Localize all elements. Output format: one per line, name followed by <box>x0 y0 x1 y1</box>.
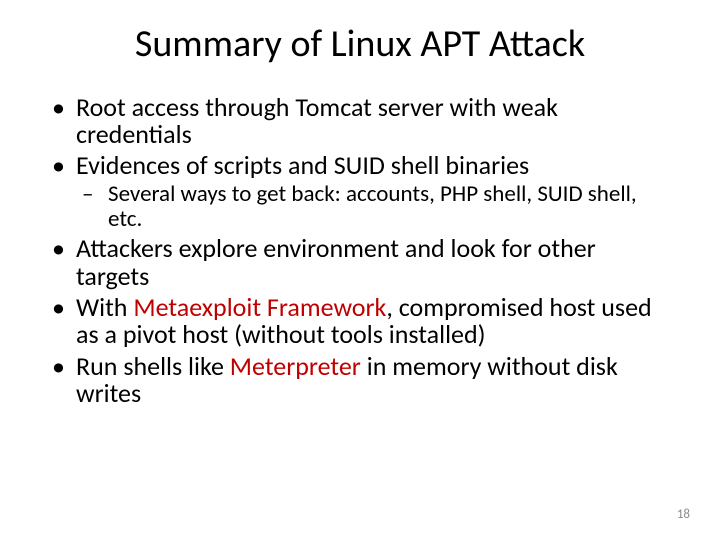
bullet-text-highlight: Meterpreter <box>230 350 361 382</box>
bullet-text: Several ways to get back: accounts, PHP … <box>108 180 637 233</box>
bullet-text: Attackers explore environment and look f… <box>76 232 596 291</box>
list-item: Run shells like Meterpreter in memory wi… <box>48 353 672 408</box>
sub-bullet-list: Several ways to get back: accounts, PHP … <box>76 182 672 232</box>
bullet-list: Root access through Tomcat server with w… <box>48 94 672 407</box>
list-item: With Metaexploit Framework, compromised … <box>48 294 672 349</box>
bullet-text: Evidences of scripts and SUID shell bina… <box>76 149 529 181</box>
list-item: Root access through Tomcat server with w… <box>48 94 672 149</box>
list-item: Attackers explore environment and look f… <box>48 235 672 290</box>
bullet-text: Root access through Tomcat server with w… <box>76 91 558 150</box>
list-item: Evidences of scripts and SUID shell bina… <box>48 152 672 231</box>
slide: Summary of Linux APT Attack Root access … <box>0 0 720 540</box>
list-item: Several ways to get back: accounts, PHP … <box>76 182 672 232</box>
slide-title: Summary of Linux APT Attack <box>48 24 672 66</box>
page-number: 18 <box>677 507 690 522</box>
